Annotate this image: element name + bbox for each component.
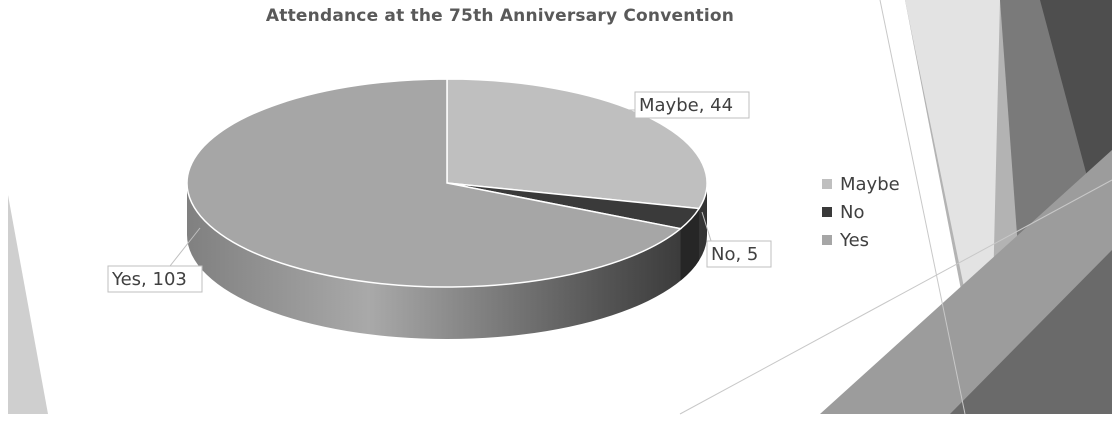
leader-line-no: [701, 211, 713, 245]
data-label-box-no: [706, 240, 772, 268]
legend-item-maybe: Maybe: [822, 170, 900, 198]
data-label-box-maybe: [634, 91, 750, 119]
pie-side-wall: [187, 183, 707, 339]
data-label-yes: Yes, 103: [111, 269, 187, 290]
pie-wall: [187, 183, 707, 339]
pie-wall-no: [680, 208, 700, 281]
chart-title: Attendance at the 75th Anniversary Conve…: [265, 6, 735, 26]
legend-swatch-yes: [822, 235, 832, 245]
legend-label-no: No: [840, 201, 865, 223]
leader-lines: [169, 109, 713, 267]
pie-top: [186, 78, 708, 288]
data-label-maybe: Maybe, 44: [639, 95, 733, 116]
right-decor-shape-6: [950, 250, 1112, 414]
decor-line-1: [679, 179, 1112, 415]
pie-slice-yes: [186, 78, 683, 288]
legend-label-yes: Yes: [840, 229, 870, 251]
data-labels: Maybe, 44 No, 5 Yes, 103: [107, 91, 772, 293]
pie-slice-maybe: [446, 78, 708, 210]
data-label-no: No, 5: [711, 244, 758, 265]
legend-item-yes: Yes: [822, 226, 900, 254]
decor-line-2: [879, 0, 966, 415]
left-decor-triangle: [8, 195, 48, 414]
legend-swatch-no: [822, 207, 832, 217]
data-label-box-yes: [107, 265, 203, 293]
legend: Maybe No Yes: [822, 170, 900, 254]
legend-swatch-maybe: [822, 179, 832, 189]
leader-line-yes: [169, 227, 201, 267]
legend-item-no: No: [822, 198, 900, 226]
legend-label-maybe: Maybe: [840, 173, 900, 195]
